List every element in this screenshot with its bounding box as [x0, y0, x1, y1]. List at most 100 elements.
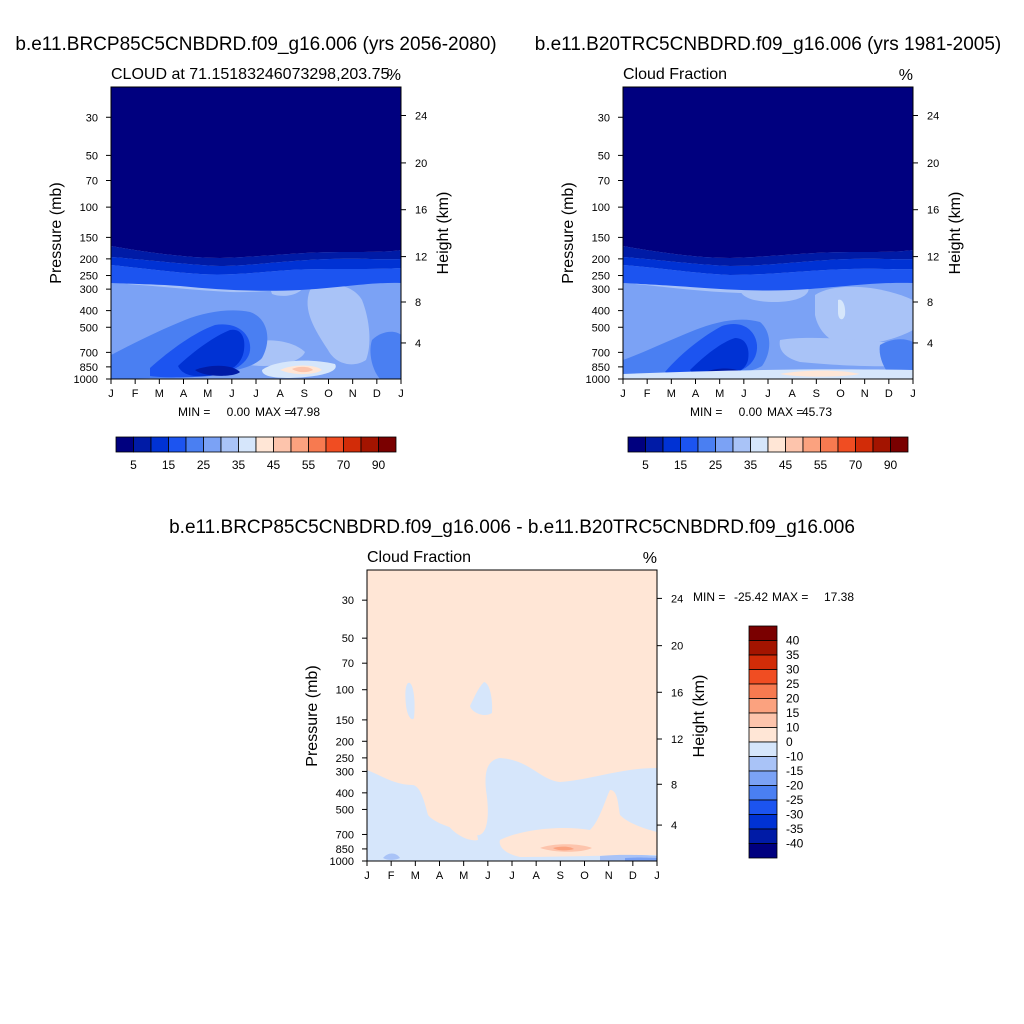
y-axis-right-label: Height (km): [691, 675, 708, 758]
colorbar-label: 40: [786, 634, 800, 648]
y-tick-label: 100: [80, 202, 98, 214]
y-tick-label: 150: [80, 232, 98, 244]
colorbar-swatch: [748, 785, 778, 801]
colorbar-swatch: [185, 436, 204, 453]
x-tick-label: J: [485, 870, 491, 882]
contour-band-upper-4: [111, 265, 401, 291]
contour-level-0-top: [623, 87, 913, 258]
colorbar-label: 35: [786, 648, 800, 662]
colorbar-swatch: [715, 436, 734, 453]
x-tick-label: A: [692, 388, 700, 400]
y-right-tick-label: 4: [415, 338, 421, 350]
contour-level-15: [553, 846, 574, 851]
colorbar-swatch: [767, 436, 786, 453]
y-tick-label: 30: [598, 112, 610, 124]
y-right-tick-label: 24: [415, 111, 427, 123]
x-tick-label: N: [605, 870, 613, 882]
units-label: %: [899, 67, 913, 84]
y-right-tick-label: 8: [671, 779, 677, 791]
x-tick-label: M: [667, 388, 676, 400]
y-right-tick-label: 8: [415, 297, 421, 309]
colorbar-label: 55: [302, 458, 316, 472]
contour-level-0: [195, 365, 240, 376]
stats-line: MIN = 0.00 MAX = 45.73: [690, 405, 832, 419]
colorbar-swatch: [890, 436, 909, 453]
y-tick-label: 100: [592, 202, 610, 214]
colorbar-swatch: [697, 436, 716, 453]
x-tick-label: M: [155, 388, 164, 400]
y-tick-label: 250: [336, 753, 354, 765]
x-tick-label: J: [108, 388, 114, 400]
y-axis-right-label: Height (km): [435, 192, 452, 275]
x-tick-label: J: [654, 870, 660, 882]
stats-min-value: -25.42: [734, 590, 768, 604]
colorbar-swatch: [748, 683, 778, 699]
colorbar: 5 15 25 35 45 55 70 90: [627, 436, 909, 472]
y-right-tick-label: 12: [415, 252, 427, 264]
x-tick-label: M: [459, 870, 468, 882]
y-right-tick-label: 12: [671, 734, 683, 746]
contour-level-15-right: [370, 331, 401, 379]
stats-max-label: MAX =: [255, 405, 291, 419]
y-tick-label: 200: [80, 254, 98, 266]
colorbar-swatch: [820, 436, 839, 453]
colorbar-label: 70: [337, 458, 351, 472]
units-label: %: [643, 550, 657, 567]
colorbar-label: 90: [884, 458, 898, 472]
contour-level-35-patch: [779, 337, 913, 367]
colorbar-swatch: [238, 436, 257, 453]
y-axis-right-label: Height (km): [947, 192, 964, 275]
y-tick-label: 400: [80, 306, 98, 318]
y-right-tick-label: 4: [671, 820, 677, 832]
y-right-tick-label: 20: [415, 158, 427, 170]
colorbar-label: 35: [744, 458, 758, 472]
contour-band-upper-4: [623, 265, 913, 291]
y-tick-label: 50: [342, 633, 354, 645]
x-tick-label: J: [364, 870, 370, 882]
colorbar-label: 15: [786, 706, 800, 720]
x-tick-label: A: [532, 870, 540, 882]
y-tick-label: 70: [86, 176, 98, 188]
colorbar-label: 15: [674, 458, 688, 472]
contour-band-upper-3: [111, 257, 401, 275]
y-tick-label: 50: [86, 150, 98, 162]
colorbar-label: -15: [786, 764, 804, 778]
y-tick-label: 850: [592, 362, 610, 374]
colorbar-swatch: [748, 741, 778, 757]
y-right-tick-label: 12: [927, 252, 939, 264]
y-right-tick-label: 24: [927, 111, 939, 123]
colorbar-label: 35: [232, 458, 246, 472]
units-label: %: [387, 67, 401, 84]
y-right-tick-label: 8: [927, 297, 933, 309]
y-tick-label: 300: [336, 766, 354, 778]
colorbar-swatch: [748, 843, 778, 859]
plot-title: CLOUD at 71.15183246073298,203.75: [111, 66, 390, 83]
cloud-field: [111, 87, 401, 379]
y-tick-label: 500: [592, 322, 610, 334]
contour-level-minus-15: [625, 857, 657, 861]
colorbar-swatch: [748, 799, 778, 815]
colorbar-swatch: [748, 698, 778, 714]
y-tick-label: 850: [336, 844, 354, 856]
y-tick-label: 500: [336, 804, 354, 816]
colorbar-swatch: [872, 436, 891, 453]
x-tick-label: J: [741, 388, 747, 400]
colorbar-swatch: [748, 770, 778, 786]
stats-max-label: MAX =: [772, 590, 808, 604]
contour-level-45-patch: [838, 299, 846, 320]
x-tick-label: O: [580, 870, 589, 882]
contour-level-5: [690, 338, 749, 377]
colorbar-label: -10: [786, 750, 804, 764]
contour-level-5: [178, 329, 245, 377]
contour-negative-patch: [405, 682, 415, 720]
colorbar-swatch: [133, 436, 152, 453]
colorbar-swatch: [748, 727, 778, 743]
colorbar-label: -35: [786, 822, 804, 836]
contour-level-15-right: [879, 339, 913, 379]
colorbar-swatch: [343, 436, 362, 453]
colorbar-swatch: [748, 625, 778, 641]
colorbar-label: 45: [267, 458, 281, 472]
colorbar-label: 10: [786, 721, 800, 735]
